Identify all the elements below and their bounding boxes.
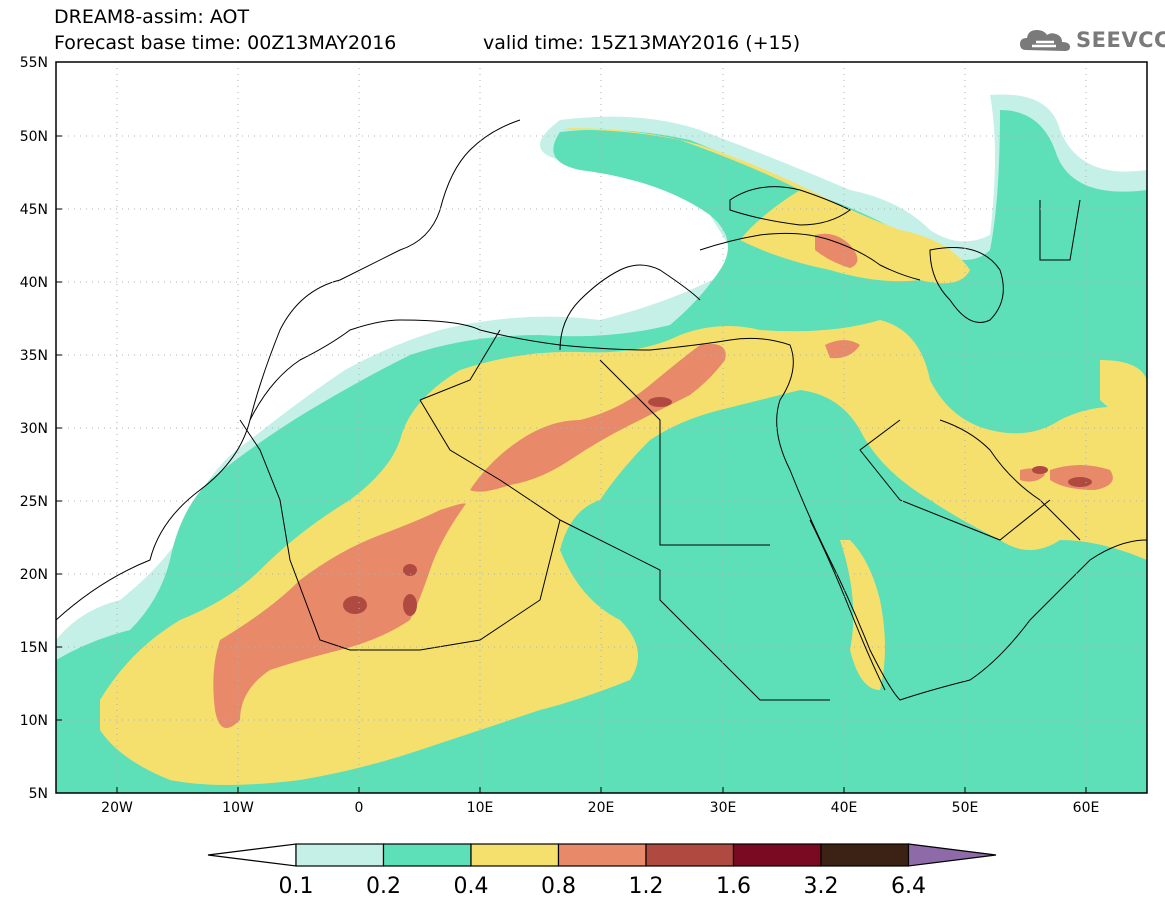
colorbar-arrow-high — [907, 843, 997, 867]
lat-label: 20N — [20, 567, 48, 583]
colorbar-label: 1.2 — [629, 874, 664, 899]
axis-ticks — [56, 61, 1087, 794]
colorbar-label: 0.4 — [454, 874, 489, 899]
lon-label: 10E — [467, 800, 494, 816]
cloud-icon — [1020, 30, 1070, 51]
logo-text: SEEVCCC — [1076, 28, 1165, 52]
lat-label: 15N — [20, 640, 48, 656]
valid-time: valid time: 15Z13MAY2016 (+15) — [483, 32, 801, 54]
forecast-base-time: Forecast base time: 00Z13MAY2016 — [54, 32, 397, 54]
lon-label: 0 — [355, 800, 364, 816]
seevccc-logo: SEEVCCC — [1018, 24, 1165, 56]
colorbar-cell — [645, 843, 735, 867]
lat-label: 10N — [20, 713, 48, 729]
lat-label: 40N — [20, 275, 48, 291]
lon-label: 50E — [952, 800, 979, 816]
lon-label: 30E — [710, 800, 737, 816]
model-title: DREAM8-assim: AOT — [54, 6, 250, 28]
coastlines — [56, 119, 1147, 701]
colorbar-labels: 0.1 0.2 0.4 0.8 1.2 1.6 3.2 6.4 — [279, 874, 927, 899]
aot-field — [56, 94, 1147, 793]
lat-label: 50N — [20, 129, 48, 145]
colorbar — [207, 843, 997, 867]
colorbar-label: 0.1 — [279, 874, 314, 899]
aot-band-1-2 — [343, 397, 1092, 616]
lat-label: 5N — [29, 786, 48, 802]
colorbar-label: 0.8 — [541, 874, 576, 899]
colorbar-label: 3.2 — [804, 874, 839, 899]
colorbar-label: 6.4 — [891, 874, 926, 899]
lon-labels: 20W 10W 0 10E 20E 30E 40E 50E 60E — [101, 800, 1099, 816]
aot-band-0-8 — [213, 233, 1113, 728]
aot-band-0-4 — [100, 128, 1147, 785]
lat-label: 35N — [20, 348, 48, 364]
lat-label: 30N — [20, 421, 48, 437]
colorbar-cell — [295, 843, 385, 867]
colorbar-cell — [820, 843, 910, 867]
lon-label: 20E — [588, 800, 615, 816]
colorbar-arrow-low — [207, 843, 297, 867]
colorbar-cell — [732, 843, 822, 867]
lat-label: 25N — [20, 494, 48, 510]
lon-label: 20W — [101, 800, 133, 816]
lon-label: 10W — [222, 800, 254, 816]
colorbar-label: 0.2 — [366, 874, 401, 899]
lon-label: 60E — [1073, 800, 1100, 816]
colorbar-cell — [470, 843, 560, 867]
lat-labels: 55N 50N 45N 40N 35N 30N 25N 20N 15N 10N … — [20, 55, 48, 802]
colorbar-cell — [382, 843, 472, 867]
lon-label: 40E — [831, 800, 858, 816]
lat-label: 45N — [20, 202, 48, 218]
lat-label: 55N — [20, 55, 48, 71]
colorbar-label: 1.6 — [716, 874, 751, 899]
colorbar-cell — [557, 843, 647, 867]
